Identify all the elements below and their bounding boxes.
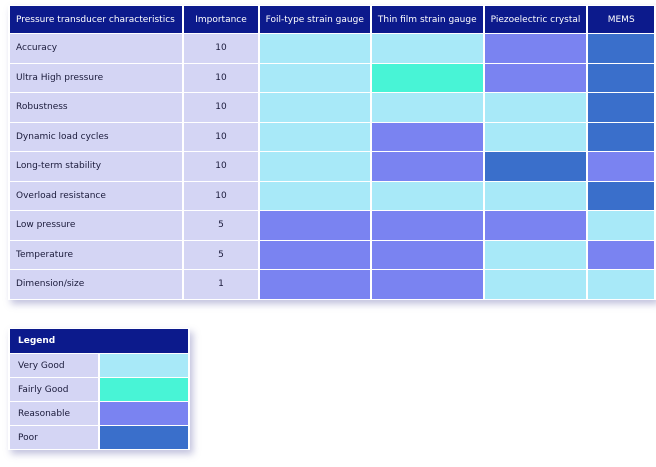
rating-cell-piezoelectric-crystal [484,152,587,181]
rating-cell-foil-strain-gauge [259,240,370,269]
row-label: Low pressure [10,211,183,240]
importance-cell: 10 [184,181,258,210]
table-row: Long-term stability 10 [10,152,654,181]
legend-title: Legend [10,329,188,353]
rating-cell-mems [588,93,654,122]
rating-cell-thin-film-strain-gauge [371,34,483,63]
rating-cell-thin-film-strain-gauge [371,211,483,240]
row-label: Dimension/size [10,270,183,299]
importance-cell: 10 [184,63,258,92]
rating-cell-mems [588,63,654,92]
legend-row: Very Good [10,354,188,377]
header-row: Pressure transducer characteristics Impo… [10,6,654,33]
rating-cell-mems [588,211,654,240]
table-row: Ultra High pressure 10 [10,63,654,92]
legend-row: Reasonable [10,402,188,425]
rating-cell-mems [588,34,654,63]
row-label: Robustness [10,93,183,122]
legend-row: Fairly Good [10,378,188,401]
rating-cell-piezoelectric-crystal [484,93,587,122]
row-label: Ultra High pressure [10,63,183,92]
rating-cell-foil-strain-gauge [259,93,370,122]
rating-cell-mems [588,270,654,299]
legend-swatch-poor [100,426,188,449]
rating-cell-piezoelectric-crystal [484,122,587,151]
header-piezoelectric-crystal: Piezoelectric crystal [484,6,587,33]
table-row: Dynamic load cycles 10 [10,122,654,151]
importance-cell: 10 [184,34,258,63]
legend-row: Poor [10,426,188,449]
header-foil-strain-gauge: Foil-type strain gauge [259,6,370,33]
table-row: Accuracy 10 [10,34,654,63]
rating-cell-foil-strain-gauge [259,34,370,63]
table-body: Accuracy 10 Ultra High pressure 10 Robustnes… [10,34,654,299]
rating-cell-thin-film-strain-gauge [371,152,483,181]
rating-cell-piezoelectric-crystal [484,270,587,299]
rating-cell-mems [588,122,654,151]
legend-swatch-verygood [100,354,188,377]
importance-cell: 10 [184,122,258,151]
legend-label: Very Good [10,354,98,377]
rating-cell-piezoelectric-crystal [484,240,587,269]
comparison-table: Pressure transducer characteristics Impo… [8,5,656,300]
rating-cell-thin-film-strain-gauge [371,63,483,92]
legend-body: Very Good Fairly Good Reasonable Poor [10,354,188,449]
row-label: Accuracy [10,34,183,63]
legend-label: Fairly Good [10,378,98,401]
legend-swatch-fairlygood [100,378,188,401]
table-row: Temperature 5 [10,240,654,269]
rating-cell-mems [588,181,654,210]
rating-cell-mems [588,240,654,269]
importance-cell: 5 [184,240,258,269]
rating-cell-foil-strain-gauge [259,181,370,210]
legend-swatch-reasonable [100,402,188,425]
legend-label: Poor [10,426,98,449]
row-label: Dynamic load cycles [10,122,183,151]
rating-cell-thin-film-strain-gauge [371,93,483,122]
table-row: Robustness 10 [10,93,654,122]
table-row: Overload resistance 10 [10,181,654,210]
row-label: Overload resistance [10,181,183,210]
rating-cell-foil-strain-gauge [259,63,370,92]
importance-cell: 10 [184,152,258,181]
rating-cell-foil-strain-gauge [259,122,370,151]
rating-cell-piezoelectric-crystal [484,63,587,92]
rating-cell-piezoelectric-crystal [484,181,587,210]
importance-cell: 5 [184,211,258,240]
header-importance: Importance [184,6,258,33]
header-characteristics: Pressure transducer characteristics [10,6,183,33]
header-mems: MEMS [588,6,654,33]
rating-cell-foil-strain-gauge [259,211,370,240]
rating-cell-foil-strain-gauge [259,152,370,181]
rating-cell-piezoelectric-crystal [484,34,587,63]
table-row: Dimension/size 1 [10,270,654,299]
header-thin-film-strain-gauge: Thin film strain gauge [371,6,483,33]
row-label: Temperature [10,240,183,269]
legend-label: Reasonable [10,402,98,425]
legend-table: Legend Very Good Fairly Good Reasonable Poo… [8,328,190,450]
rating-cell-thin-film-strain-gauge [371,122,483,151]
rating-cell-thin-film-strain-gauge [371,240,483,269]
rating-cell-thin-film-strain-gauge [371,270,483,299]
importance-cell: 10 [184,93,258,122]
rating-cell-piezoelectric-crystal [484,211,587,240]
rating-cell-foil-strain-gauge [259,270,370,299]
rating-cell-mems [588,152,654,181]
rating-cell-thin-film-strain-gauge [371,181,483,210]
row-label: Long-term stability [10,152,183,181]
importance-cell: 1 [184,270,258,299]
table-row: Low pressure 5 [10,211,654,240]
